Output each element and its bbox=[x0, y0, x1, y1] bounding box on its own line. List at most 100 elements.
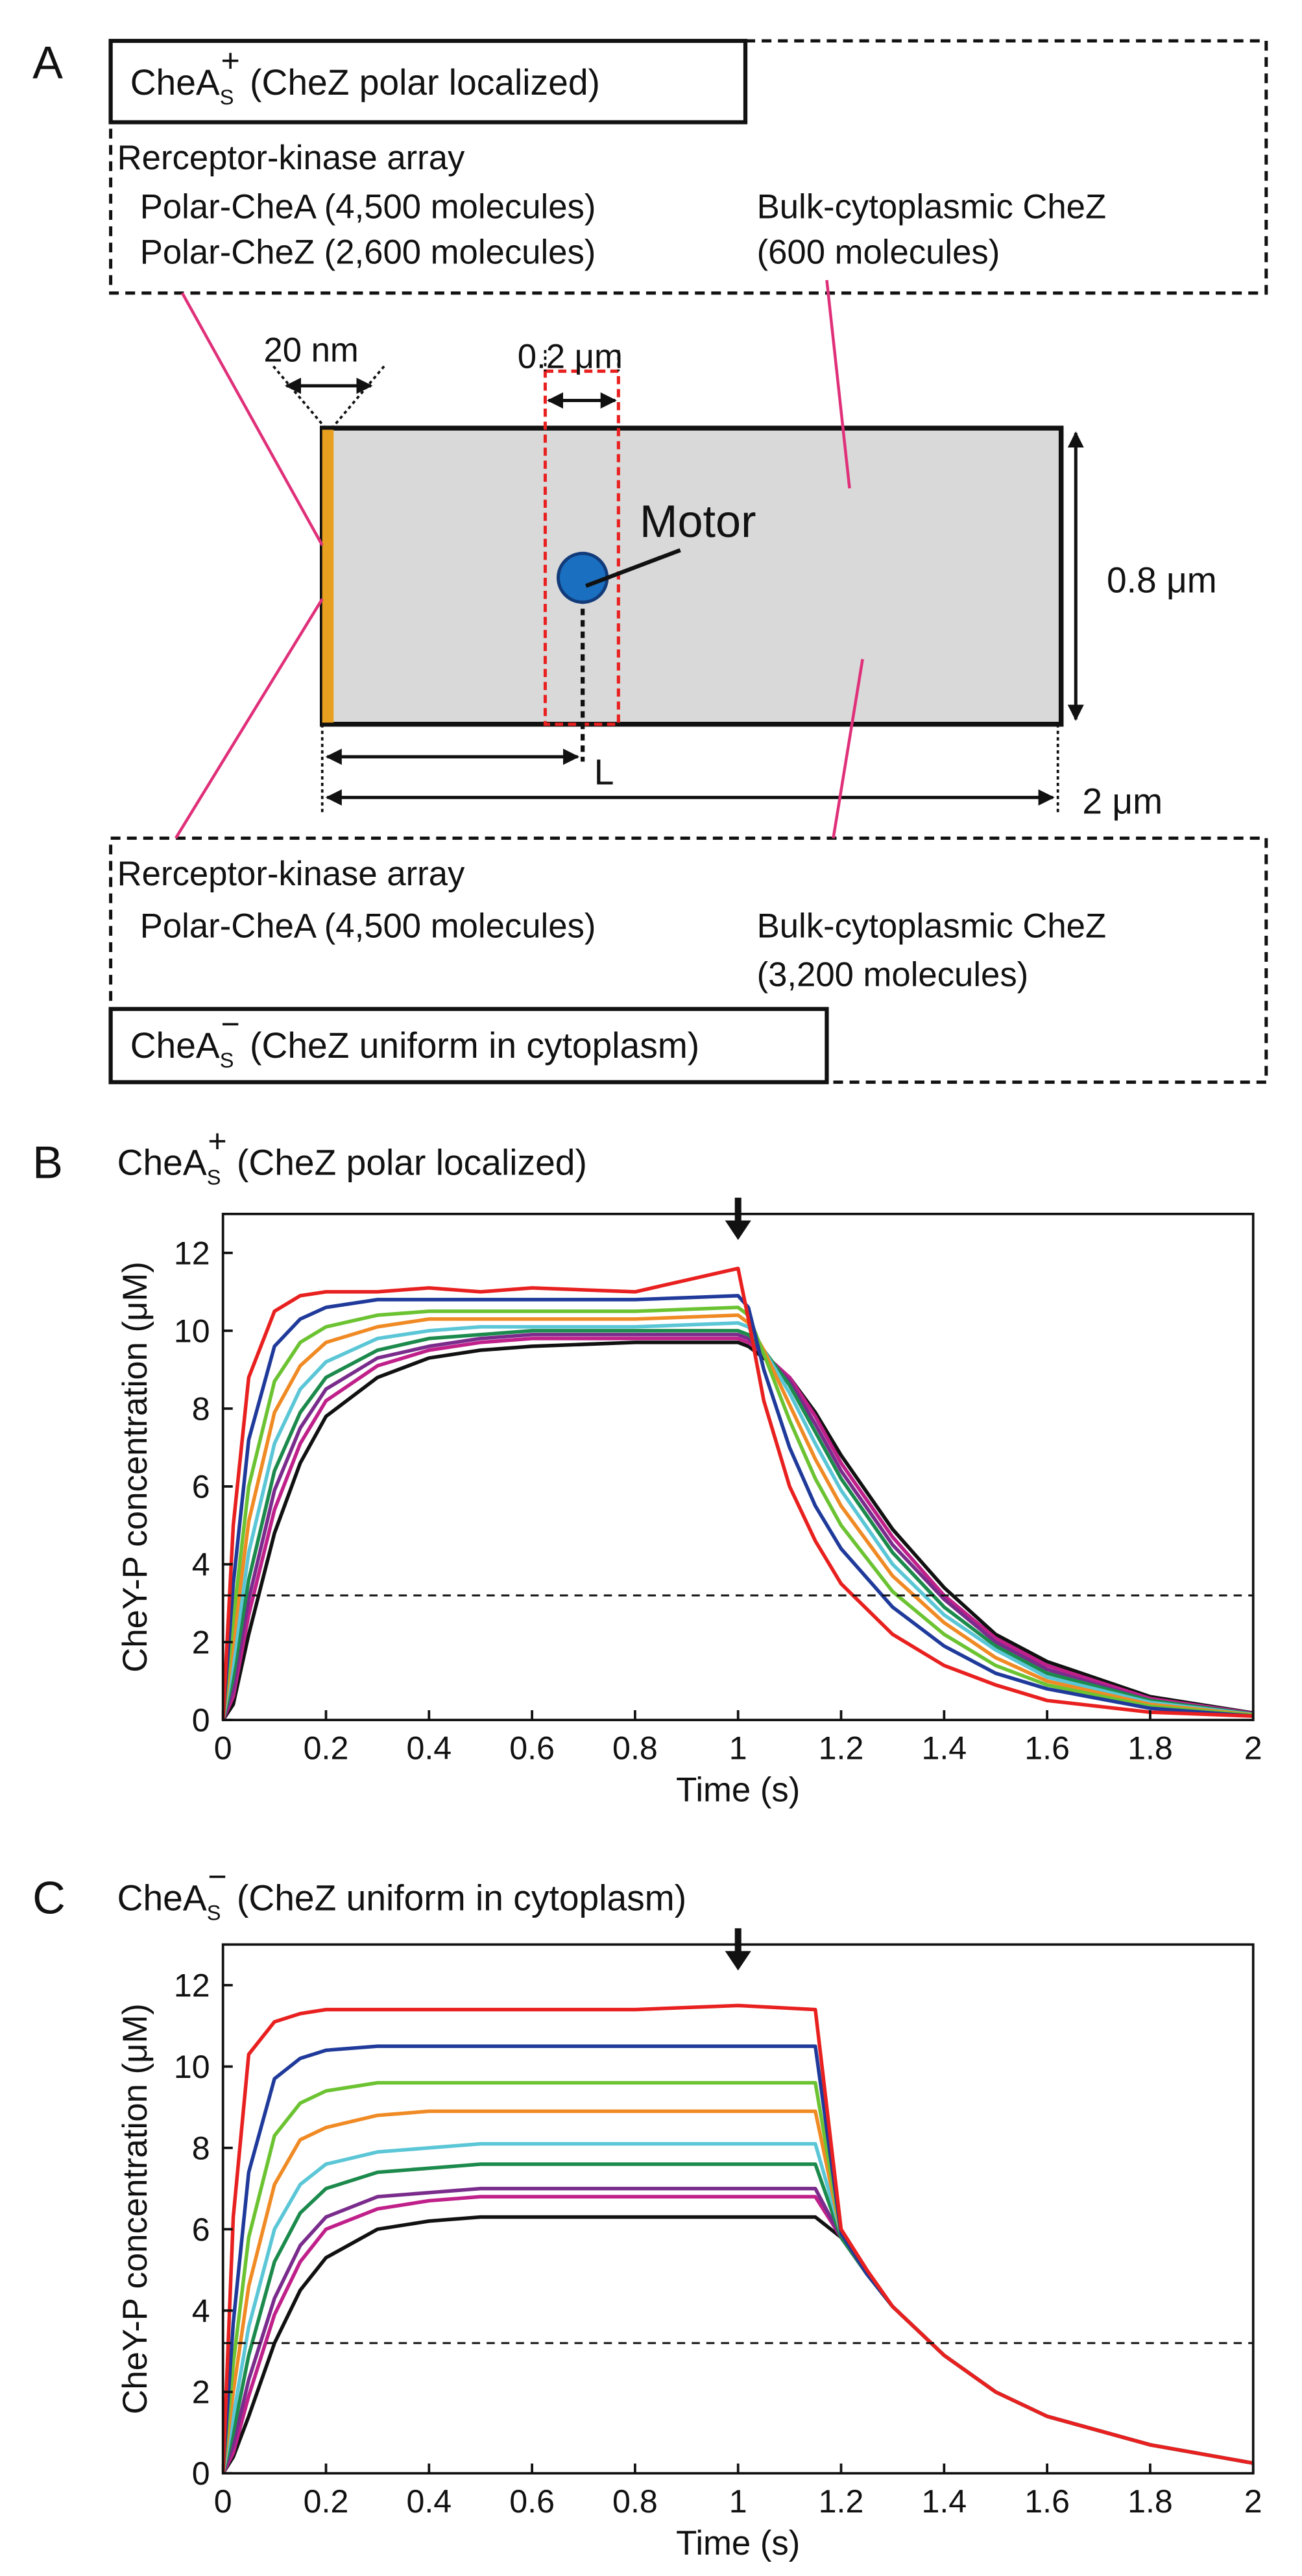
series-line bbox=[223, 1337, 1253, 1721]
connector bbox=[832, 659, 864, 839]
y-tick-label: 4 bbox=[192, 2293, 210, 2329]
motor-label: Motor bbox=[640, 495, 756, 547]
event-arrow bbox=[725, 1197, 751, 1240]
series-line bbox=[223, 2141, 1253, 2474]
x-tick-label: 1.2 bbox=[819, 1730, 864, 1766]
title-main: CheA bbox=[130, 62, 220, 102]
title-main: CheA bbox=[117, 1143, 207, 1183]
title-sup: + bbox=[208, 1123, 226, 1160]
connector bbox=[181, 292, 324, 546]
series-line bbox=[223, 2003, 1253, 2474]
top-title: CheAS + (CheZ polar localized) bbox=[130, 43, 600, 109]
x-tick-label: 1.8 bbox=[1127, 1730, 1173, 1766]
x-tick-label: 0.4 bbox=[406, 2483, 452, 2520]
motor-window-label: 0.2 μm bbox=[518, 337, 623, 376]
y-tick-label: 10 bbox=[174, 1313, 210, 1349]
array-label: Rerceptor-kinase array bbox=[117, 139, 465, 177]
connectors bbox=[175, 280, 864, 839]
x-tick-label: 0.2 bbox=[304, 1730, 349, 1766]
series-line bbox=[223, 2215, 1253, 2474]
bottom-title-box bbox=[108, 1007, 829, 1084]
motor bbox=[556, 551, 609, 604]
polar-chea: Polar-CheA (4,500 molecules) bbox=[140, 187, 596, 226]
bulk-label: Bulk-cytoplasmic CheZ bbox=[757, 907, 1107, 945]
y-tick-label: 4 bbox=[192, 1547, 210, 1583]
y-tick-label: 2 bbox=[192, 1625, 210, 1661]
title-main: CheA bbox=[130, 1025, 220, 1066]
guide bbox=[272, 365, 327, 429]
chart-title: CheAS − (CheZ uniform in cytoplasm) bbox=[117, 1858, 686, 1924]
title-sub: S bbox=[207, 1165, 221, 1189]
kinase-array bbox=[322, 429, 334, 723]
title-rest: (CheZ polar localized) bbox=[240, 62, 600, 102]
polar-chez: Polar-CheZ (2,600 molecules) bbox=[140, 233, 596, 272]
panel-label: B bbox=[32, 1137, 63, 1188]
plot-frame bbox=[221, 1212, 1255, 1721]
x-tick-label: 0.8 bbox=[612, 2483, 658, 2520]
series-line bbox=[223, 1306, 1253, 1721]
y-tick-label: 0 bbox=[192, 1702, 210, 1739]
title-sub: S bbox=[220, 1048, 234, 1072]
x-tick-label: 1.6 bbox=[1024, 2483, 1070, 2520]
x-tick-label: 1.4 bbox=[921, 1730, 967, 1766]
bottom-title: CheAS − (CheZ uniform in cytoplasm) bbox=[130, 1006, 699, 1072]
y-tick-label: 10 bbox=[174, 2049, 210, 2085]
plot: 0 2 4 6 8 10 12 0 0.2 0.4 0.6 0.8 1 1.2 1.4 1.6 1.8 2 Time… bbox=[116, 1928, 1262, 2562]
title-sub: S bbox=[220, 85, 234, 109]
plot: 0 2 4 6 8 10 12 0 0.2 0.4 0.6 0.8 1 1.2 1.4 1.6 1.8 2 Time… bbox=[116, 1197, 1262, 1809]
series-line bbox=[223, 1313, 1253, 1721]
series-line bbox=[223, 2081, 1253, 2474]
series-group bbox=[223, 2003, 1253, 2474]
cell bbox=[319, 425, 1064, 727]
distance-label: L bbox=[594, 752, 614, 793]
x-axis-label: Time (s) bbox=[676, 1771, 800, 1809]
array-label: Rerceptor-kinase array bbox=[117, 855, 465, 893]
x-tick-label: 2 bbox=[1244, 2483, 1262, 2520]
y-tick-label: 12 bbox=[174, 1968, 210, 2004]
bulk-count: (3,200 molecules) bbox=[757, 956, 1029, 994]
y-tick-label: 6 bbox=[192, 2212, 210, 2248]
title-rest: (CheZ uniform in cytoplasm) bbox=[227, 1878, 686, 1918]
title-sup: − bbox=[208, 1858, 226, 1894]
series-line bbox=[223, 1321, 1253, 1721]
title-rest: (CheZ uniform in cytoplasm) bbox=[240, 1025, 699, 1066]
array-width: 20 nm bbox=[263, 331, 358, 369]
x-tick-label: 1.6 bbox=[1024, 1730, 1070, 1766]
x-tick-label: 1.8 bbox=[1127, 2483, 1173, 2520]
x-tick-label: 1.2 bbox=[819, 2483, 864, 2520]
y-tick-label: 2 bbox=[192, 2374, 210, 2411]
polar-chea: Polar-CheA (4,500 molecules) bbox=[140, 907, 596, 945]
title-rest: (CheZ polar localized) bbox=[227, 1143, 587, 1183]
x-tick-label: 2 bbox=[1244, 1730, 1262, 1766]
series-line bbox=[223, 1294, 1253, 1721]
series-group bbox=[223, 1267, 1253, 1721]
x-tick-label: 1.4 bbox=[921, 2483, 967, 2520]
top-title-box bbox=[108, 38, 748, 125]
bulk-count: (600 molecules) bbox=[757, 233, 1000, 272]
title-sup: − bbox=[221, 1006, 239, 1042]
panel-label: A bbox=[32, 37, 63, 88]
y-axis-label: CheY-P concentration (μM) bbox=[116, 2003, 154, 2414]
y-tick-label: 12 bbox=[174, 1235, 210, 1271]
chart-title: CheAS + (CheZ polar localized) bbox=[117, 1123, 587, 1189]
panel-label: C bbox=[32, 1872, 66, 1924]
bulk-label: Bulk-cytoplasmic CheZ bbox=[757, 187, 1107, 226]
y-axis-label: CheY-P concentration (μM) bbox=[116, 1261, 154, 1672]
pointer bbox=[585, 548, 681, 588]
y-tick-label: 8 bbox=[192, 2130, 210, 2166]
x-tick-label: 0.4 bbox=[406, 1730, 452, 1766]
x-tick-label: 0.2 bbox=[304, 2483, 349, 2520]
x-axis-label: Time (s) bbox=[676, 2524, 800, 2562]
title-sup: + bbox=[221, 43, 239, 79]
x-tick-label: 0.8 bbox=[612, 1730, 658, 1766]
x-tick-label: 0 bbox=[214, 2483, 232, 2520]
y-tick-label: 8 bbox=[192, 1390, 210, 1427]
connector bbox=[175, 598, 324, 839]
x-tick-label: 0 bbox=[214, 1730, 232, 1766]
series-line bbox=[223, 1341, 1253, 1721]
x-tick-label: 0.6 bbox=[509, 2483, 555, 2520]
x-tick-label: 1 bbox=[729, 1730, 747, 1766]
series-line bbox=[223, 1333, 1253, 1721]
